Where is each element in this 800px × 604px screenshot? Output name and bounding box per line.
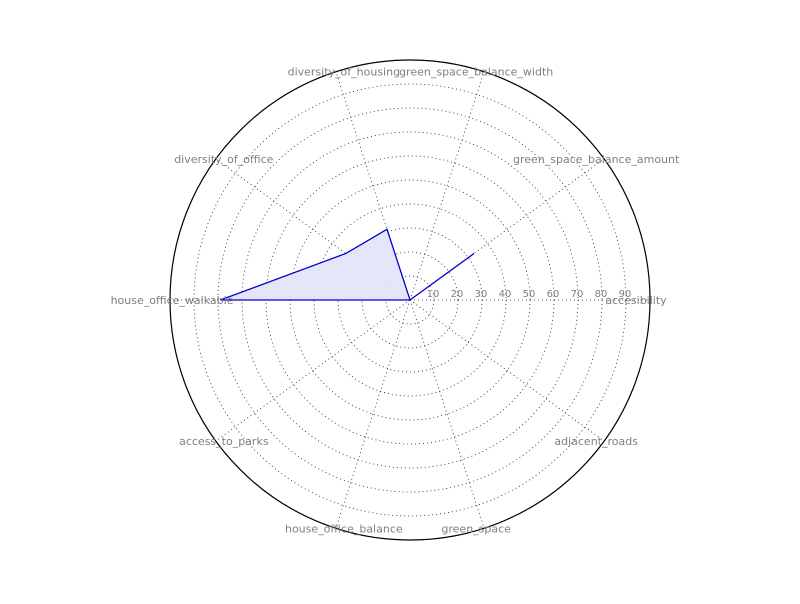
axis-label: green_space_balance_amount [513, 153, 680, 166]
axis-label: house_office_walkable [111, 294, 234, 307]
axis-label: accesibility [605, 294, 667, 307]
grid-spoke [216, 300, 410, 441]
radial-tick-label: 60 [547, 289, 560, 300]
grid-spoke [410, 72, 484, 300]
radial-tick-label: 50 [523, 289, 536, 300]
axis-label: green_space [441, 522, 511, 535]
radial-tick-label: 40 [499, 289, 512, 300]
axis-label: green_space_balance_width [399, 66, 553, 79]
radial-tick-label: 70 [571, 289, 584, 300]
radial-tick-label: 10 [427, 289, 440, 300]
radial-tick-label: 30 [475, 289, 488, 300]
axis-label: adjacent_roads [554, 435, 638, 448]
axis-label: access_to_parks [179, 435, 269, 448]
grid-spoke [410, 300, 604, 441]
axis-label: house_office_balance [285, 522, 403, 535]
grid-spoke [410, 300, 484, 528]
radial-tick-label: 20 [451, 289, 464, 300]
grid-spoke [336, 300, 410, 528]
axis-label: diversity_of_housing [288, 66, 400, 79]
axis-label: diversity_of_office [174, 153, 273, 166]
